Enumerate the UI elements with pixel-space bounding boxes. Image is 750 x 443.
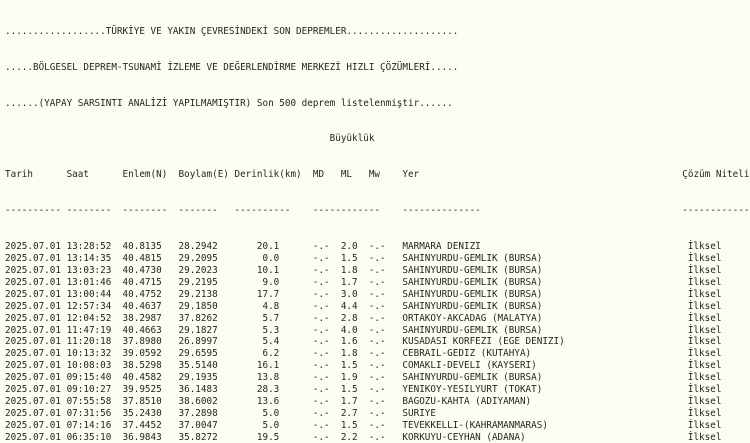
table-row: 2025.07.01 07:31:56 35.2430 37.2898 5.0 …: [5, 408, 722, 420]
table-row: 2025.07.01 07:14:16 37.4452 37.0047 5.0 …: [5, 420, 722, 432]
table-header-divider: ---------- -------- -------- ------- ---…: [5, 205, 750, 217]
title-line-1: ..................TÜRKİYE VE YAKIN ÇEVRE…: [5, 25, 459, 37]
table-row: 2025.07.01 13:01:46 40.4715 29.2195 9.0 …: [5, 276, 722, 288]
title-line-3: ......(YAPAY SARSINTI ANALİZİ YAPILMAMIŞ…: [5, 97, 453, 109]
table-row: 2025.07.01 07:55:58 37.8510 38.6002 13.6…: [5, 396, 722, 408]
table-row: 2025.07.01 12:04:52 38.2987 37.8262 5.7 …: [5, 312, 722, 324]
table-row: 2025.07.01 11:20:18 37.8980 26.8997 5.4 …: [5, 336, 722, 348]
title-line-2: .....BÖLGESEL DEPREM-TSUNAMİ İZLEME VE D…: [5, 61, 459, 73]
table-row: 2025.07.01 10:13:32 39.0592 29.6595 6.2 …: [5, 348, 722, 360]
table-row: 2025.07.01 13:14:35 40.4815 29.2095 0.0 …: [5, 252, 722, 264]
magnitude-group-label: Büyüklük: [5, 133, 375, 145]
table-header-row: Tarih Saat Enlem(N) Boylam(E) Derinlik(k…: [5, 169, 750, 181]
rows-container: 2025.07.01 13:28:52 40.8135 28.2942 20.1…: [5, 241, 750, 443]
table-row: 2025.07.01 10:08:03 38.5298 35.5140 16.1…: [5, 360, 722, 372]
table-row: 2025.07.01 13:00:44 40.4752 29.2138 17.7…: [5, 288, 722, 300]
table-row: 2025.07.01 13:28:52 40.8135 28.2942 20.1…: [5, 240, 722, 252]
table-row: 2025.07.01 11:47:19 40.4663 29.1827 5.3 …: [5, 324, 722, 336]
table-row: 2025.07.01 09:15:40 40.4582 29.1935 13.8…: [5, 372, 722, 384]
table-row: 2025.07.01 13:03:23 40.4730 29.2023 10.1…: [5, 264, 722, 276]
table-row: 2025.07.01 12:57:34 40.4637 29.1850 4.8 …: [5, 300, 722, 312]
table-row: 2025.07.01 09:10:27 39.9525 36.1483 28.3…: [5, 384, 722, 396]
table-row: 2025.07.01 06:35:10 36.9843 35.8272 19.5…: [5, 431, 722, 443]
